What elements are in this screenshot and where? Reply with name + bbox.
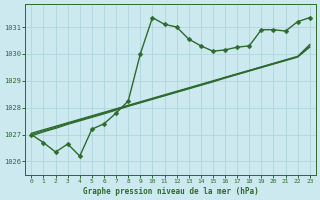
X-axis label: Graphe pression niveau de la mer (hPa): Graphe pression niveau de la mer (hPa) [83, 187, 259, 196]
